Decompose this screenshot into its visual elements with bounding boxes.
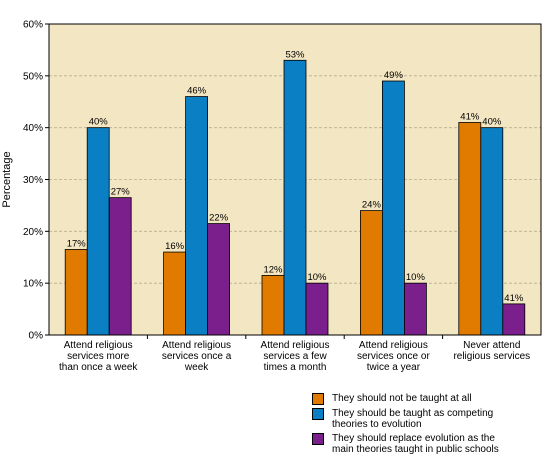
data-label: 40% [482, 117, 502, 128]
data-label: 46% [187, 86, 207, 97]
data-label: 41% [504, 293, 524, 304]
category-label: services a few [263, 351, 327, 362]
y-tick-label: 0% [29, 331, 44, 342]
y-tick-label: 40% [23, 123, 43, 134]
category-label: times a month [264, 362, 327, 373]
bar [207, 223, 231, 336]
data-label: 10% [307, 272, 327, 283]
category-label: services once a [162, 351, 232, 362]
bar [86, 127, 110, 336]
y-tick-label: 50% [23, 71, 43, 82]
bar [305, 282, 329, 336]
data-label: 10% [406, 272, 426, 283]
bar [359, 210, 383, 336]
data-label: 16% [165, 241, 185, 252]
legend-swatch [312, 433, 324, 445]
category-label: week [184, 362, 209, 373]
legend-label: They should replace evolution as the mai… [332, 433, 499, 455]
bar [403, 282, 427, 336]
y-tick-label: 20% [23, 227, 43, 238]
bar-chart: 0% 10% 20% 30% 40% 50% 60% 17% 40% 27% Attend reli… [1, 20, 542, 374]
bar [163, 251, 187, 336]
category-label: Attend religious [261, 340, 330, 351]
y-axis-label: Percentage [1, 151, 13, 207]
data-label: 40% [89, 117, 109, 128]
category-label: Attend religious [64, 340, 133, 351]
category-label: Attend religious [359, 340, 428, 351]
bar [381, 80, 405, 336]
legend-label: They should not be taught at all [332, 393, 472, 404]
category-label: twice a year [367, 362, 421, 373]
category-label: services once or [357, 351, 430, 362]
legend-label: They should be taught as competing theor… [332, 408, 494, 430]
data-label: 24% [362, 200, 382, 211]
bar [108, 197, 132, 336]
data-label: 41% [460, 111, 480, 122]
y-tick-label: 10% [23, 279, 43, 290]
axes [45, 23, 542, 339]
data-label: 22% [209, 213, 229, 224]
data-label: 12% [263, 264, 283, 275]
bar [480, 127, 504, 336]
data-label: 49% [384, 70, 404, 81]
legend-item-replace-evolution: They should replace evolution as the mai… [312, 433, 544, 455]
data-label: 27% [111, 187, 131, 198]
bar [502, 303, 526, 336]
category-label: services more [67, 351, 130, 362]
bar [458, 122, 482, 336]
bar [261, 274, 285, 336]
plot-frame [48, 23, 542, 336]
legend-item-not-taught: They should not be taught at all [312, 393, 544, 405]
labels: 0% 10% 20% 30% 40% 50% 60% 17% 40% 27% Attend reli… [1, 20, 530, 374]
legend-swatch [312, 393, 324, 405]
y-tick-label: 30% [23, 175, 43, 186]
data-label: 17% [67, 238, 87, 249]
category-label: Never attend [463, 340, 520, 351]
category-label: than once a week [59, 362, 138, 373]
category-label: religious services [453, 351, 530, 362]
legend-swatch [312, 408, 324, 420]
bar [64, 249, 88, 336]
data-label: 53% [285, 49, 305, 60]
legend-item-competing-theories: They should be taught as competing theor… [312, 408, 544, 430]
bar [185, 96, 209, 336]
legend: They should not be taught at all They sh… [312, 393, 544, 458]
category-label: Attend religious [162, 340, 231, 351]
y-tick-label: 60% [23, 20, 43, 31]
bar [283, 59, 307, 336]
